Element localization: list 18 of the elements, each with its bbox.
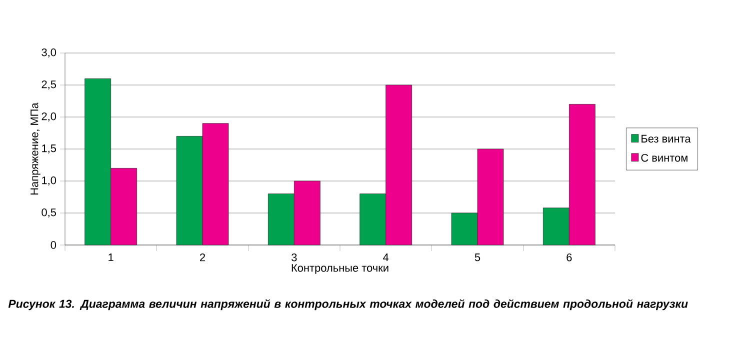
y-tick-label: 1,5 [42, 144, 56, 154]
y-tick-label: 2,5 [42, 80, 56, 90]
x-tick-label: 3 [292, 254, 297, 262]
y-axis-title: Напряжение, МПа [30, 102, 40, 194]
y-tick-label: 2,0 [42, 112, 56, 122]
x-tick-label: 2 [200, 254, 206, 262]
x-tick-label: 5 [474, 254, 480, 262]
y-tick-label: 0 [50, 241, 56, 249]
x-tick-label: 1 [108, 254, 114, 262]
legend-label: С винтом [641, 154, 688, 162]
y-tick-label: 1,0 [42, 176, 56, 186]
y-tick-label: 0,5 [42, 208, 56, 218]
x-axis-title: Контрольные точки [292, 264, 388, 274]
x-tick-label: 6 [566, 254, 572, 262]
x-tick-label: 4 [383, 254, 389, 262]
y-tick-label: 3,0 [42, 48, 56, 58]
legend-label: Без винта [642, 134, 691, 143]
text: Рисунок 13. Диаграмма величин напряжений в контрольных точках моделей под действием продольной нагрузки [8, 299, 688, 310]
